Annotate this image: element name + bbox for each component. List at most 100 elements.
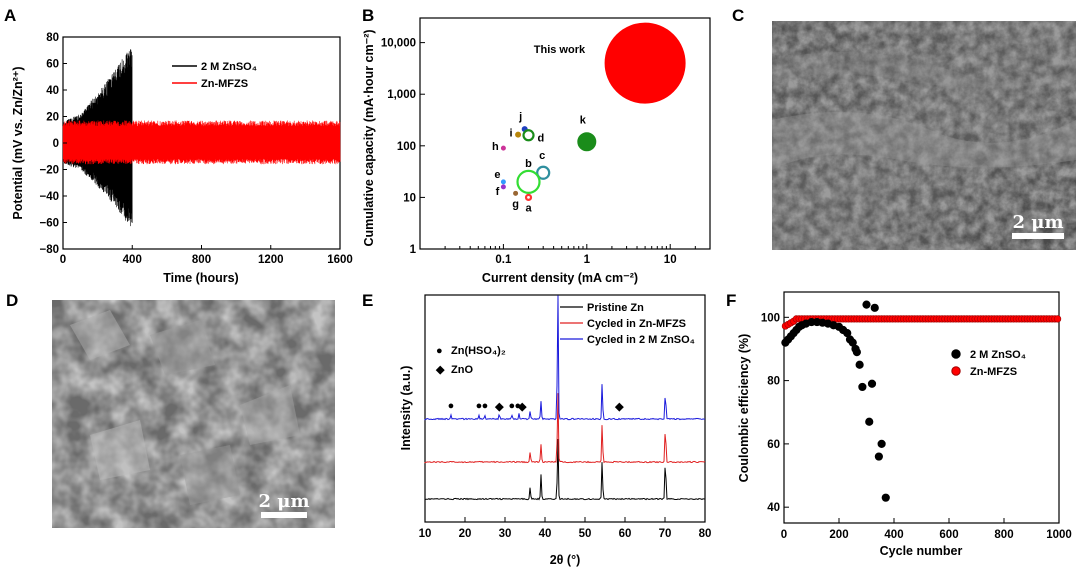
- point-znso4: [865, 417, 874, 426]
- marker-zn-hso4: ●: [508, 400, 515, 412]
- panel-f-plot-frame: [783, 291, 1060, 524]
- marker-zn-hso4: ●: [514, 400, 521, 412]
- panel-label-a: A: [4, 6, 16, 25]
- panel-f-xlabel: Cycle number: [880, 544, 963, 558]
- y-tick-label: 1: [410, 244, 417, 256]
- panel-b-plot-frame: [419, 17, 711, 250]
- panel-a-legend: 2 M ZnSO₄ Zn-MFZS: [172, 61, 257, 90]
- x-tick-label: 400: [123, 254, 142, 266]
- panel-e-chart: E ● ● ● ● ●◆ ◆ ◆ 10 20 30 40 50 60 70 80 Pristine Zn …: [362, 291, 711, 567]
- x-tick-label: 1600: [327, 254, 353, 266]
- x-tick-label: 10: [664, 254, 677, 266]
- point-label-k: k: [580, 115, 587, 127]
- scale-bar-label: 2 μm: [1012, 212, 1063, 233]
- scale-bar-line: [1012, 233, 1064, 239]
- panel-d: D 2 μm: [0, 285, 360, 570]
- legend-marker-mfzs-f: [951, 366, 961, 376]
- x-tick-label: 1: [584, 254, 591, 266]
- panel-a-chart: A 0 400 800 1200 1600 −80 −60 −40 −20 0 20 40 60 80 T…: [4, 6, 353, 285]
- x-tick-label: 40: [539, 528, 552, 540]
- point-label-h: h: [492, 141, 499, 153]
- panel-a-plot-area: [62, 49, 341, 227]
- point-g: [513, 190, 519, 196]
- panel-b-ticks: 0.1 1 10 1 10 100 1,000 10,000: [381, 38, 696, 266]
- point-this-work: [604, 22, 686, 104]
- y-tick-label: 80: [46, 32, 59, 44]
- xrd-pattern-1: [424, 393, 706, 464]
- legend-label-znso4-f: 2 M ZnSO₄: [970, 349, 1026, 361]
- point-label-c: c: [539, 150, 545, 162]
- panel-label-b: B: [362, 6, 374, 25]
- panel-f-legend: 2 M ZnSO₄ Zn-MFZS: [951, 349, 1026, 378]
- y-tick-label: −20: [39, 165, 59, 177]
- panel-e-plot-frame: [424, 294, 706, 523]
- legend-label-mfzs: Zn-MFZS: [201, 78, 248, 90]
- panel-e-marker-legend: ● Zn(HSO₄)₂ ◆ ZnO: [435, 345, 506, 376]
- legend-marker-znso4-f: [951, 349, 961, 359]
- y-tick-label: −40: [39, 191, 59, 203]
- marker-symbol-zno: ◆: [435, 364, 445, 376]
- y-tick-label: 60: [767, 439, 780, 451]
- y-tick-label: 60: [46, 59, 59, 71]
- x-tick-label: 0: [781, 529, 787, 541]
- y-tick-label: 1,000: [387, 89, 416, 101]
- panel-a-ylabel: Potential (mV vs. Zn/Zn²⁺): [11, 66, 25, 219]
- panel-f-chart: F 0 200 400 600 800 1000 40 60 80 100 2 M ZnSO₄ Z…: [726, 291, 1072, 558]
- y-tick-label: 10: [403, 192, 416, 204]
- point-c: [536, 165, 551, 180]
- panel-b-ylabel: Cumulative capacity (mA·hour cm⁻²): [362, 29, 376, 246]
- marker-symbol-zn-hso4: ●: [436, 345, 443, 357]
- panel-c-svg: C 2 μm: [732, 6, 1076, 250]
- point-b: [516, 169, 541, 194]
- panel-c: C 2 μm: [720, 0, 1080, 285]
- panel-e-ticks: 10 20 30 40 50 60 70 80: [419, 517, 711, 540]
- point-d: [522, 129, 535, 142]
- series-zn-mfzs: [62, 120, 341, 165]
- legend-label-cycled-mfzs: Cycled in Zn-MFZS: [587, 318, 686, 330]
- marker-zno: ◆: [517, 401, 527, 413]
- x-tick-label: 10: [419, 528, 432, 540]
- x-tick-label: 600: [939, 529, 958, 541]
- panel-f-plot-area: [781, 300, 1062, 502]
- point-a: [524, 193, 533, 202]
- y-tick-label: 40: [767, 502, 780, 514]
- x-tick-label: 400: [884, 529, 903, 541]
- point-i: [515, 131, 522, 138]
- x-tick-label: 200: [829, 529, 848, 541]
- xrd-pattern-0: [424, 438, 706, 501]
- y-tick-label: 10,000: [381, 38, 416, 50]
- marker-zn-hso4: ●: [482, 400, 489, 412]
- marker-zno: ◆: [494, 401, 504, 413]
- marker-zn-hso4: ●: [448, 400, 455, 412]
- point-e: [500, 179, 506, 185]
- panel-label-c: C: [732, 6, 744, 25]
- panel-b-chart: B 0.1 1 10 1 10 100 1,000 10,000 This work k ji d h…: [362, 6, 711, 285]
- x-tick-label: 30: [499, 528, 512, 540]
- panel-b-points: This work k ji d h cb efg a: [492, 22, 686, 214]
- point-znso4: [867, 379, 877, 388]
- point-mfzs: [1054, 315, 1062, 323]
- panel-e-xlabel: 2θ (°): [550, 553, 581, 567]
- legend-label-pristine: Pristine Zn: [587, 302, 644, 314]
- legend-label-znso4: 2 M ZnSO₄: [201, 61, 257, 73]
- panel-b-xlabel: Current density (mA cm⁻²): [482, 271, 638, 285]
- point-label-a: a: [525, 202, 532, 214]
- x-tick-label: 1000: [1046, 529, 1072, 541]
- point-znso4: [877, 439, 886, 448]
- panel-e-plot-area: ● ● ● ● ●◆ ◆ ◆: [424, 295, 706, 501]
- scale-bar-label-d: 2 μm: [258, 491, 309, 512]
- point-znso4: [874, 452, 883, 461]
- y-tick-label: 40: [46, 85, 59, 97]
- panel-label-d: D: [6, 291, 18, 310]
- point-label-j: j: [518, 111, 522, 123]
- x-tick-label: 20: [459, 528, 472, 540]
- point-znso4: [858, 382, 867, 392]
- xrd-pattern-2: [424, 295, 706, 421]
- y-tick-label: −60: [39, 218, 59, 230]
- y-tick-label: 0: [53, 138, 59, 150]
- point-label-e: e: [494, 169, 500, 181]
- marker-zn-hso4: ●: [476, 400, 483, 412]
- x-tick-label: 50: [579, 528, 592, 540]
- marker-zno: ◆: [614, 401, 624, 413]
- point-label-this-work: This work: [534, 44, 586, 56]
